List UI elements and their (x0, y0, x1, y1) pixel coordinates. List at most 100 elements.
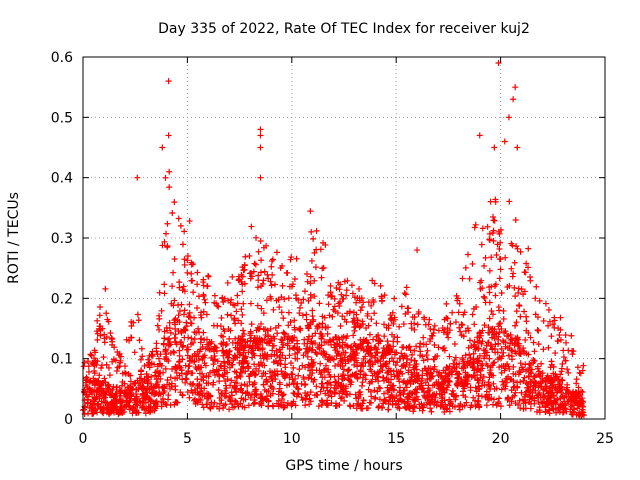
data-point (222, 401, 229, 408)
data-point (284, 269, 291, 276)
data-point (238, 385, 245, 392)
data-point (266, 368, 273, 375)
data-point (413, 361, 420, 368)
data-point (490, 401, 497, 408)
data-point (225, 297, 232, 304)
data-point (466, 275, 473, 282)
data-point (562, 390, 569, 397)
data-point (300, 374, 307, 381)
data-point (563, 339, 570, 346)
data-point (385, 325, 392, 332)
data-point (327, 338, 334, 345)
data-point (296, 366, 303, 373)
data-point (246, 378, 253, 385)
data-point (234, 300, 241, 307)
data-point (179, 392, 186, 399)
data-point (536, 389, 543, 396)
data-point (364, 312, 371, 319)
data-point (239, 311, 246, 318)
data-point (252, 386, 259, 393)
data-point (352, 371, 359, 378)
data-point (96, 393, 103, 400)
data-point (501, 138, 508, 145)
data-point (375, 404, 382, 411)
data-point (373, 371, 380, 378)
data-point (276, 353, 283, 360)
data-point (297, 325, 304, 332)
data-point (375, 332, 382, 339)
data-point (526, 394, 533, 401)
data-point (525, 351, 532, 358)
data-point (464, 251, 471, 258)
data-point (356, 389, 363, 396)
data-point (495, 304, 502, 311)
data-point (145, 356, 152, 363)
data-point (488, 395, 495, 402)
data-point (309, 340, 316, 347)
data-point (237, 400, 244, 407)
data-point (184, 252, 191, 259)
data-point (124, 392, 131, 399)
data-point (491, 359, 498, 366)
data-point (271, 281, 278, 288)
data-point (344, 277, 351, 284)
data-point (537, 394, 544, 401)
data-point (580, 362, 587, 369)
data-point (576, 393, 583, 400)
data-point (305, 325, 312, 332)
data-point (127, 378, 134, 385)
data-point (394, 359, 401, 366)
data-point (151, 389, 158, 396)
data-point (536, 404, 543, 411)
data-point (224, 354, 231, 361)
data-point (514, 343, 521, 350)
data-point (491, 386, 498, 393)
data-point (263, 297, 270, 304)
data-point (396, 384, 403, 391)
data-point (481, 381, 488, 388)
data-point (257, 345, 264, 352)
data-point (306, 371, 313, 378)
data-point (263, 376, 270, 383)
data-point (186, 301, 193, 308)
data-point (208, 399, 215, 406)
data-point (278, 309, 285, 316)
data-point (156, 315, 163, 322)
data-point (458, 379, 465, 386)
data-point (246, 373, 253, 380)
data-point (109, 358, 116, 365)
data-point (176, 347, 183, 354)
data-point (255, 272, 262, 279)
data-point (381, 321, 388, 328)
data-point (268, 282, 275, 289)
data-point (492, 281, 499, 288)
data-point (191, 336, 198, 343)
data-point (179, 344, 186, 350)
data-point (498, 355, 505, 362)
data-point (278, 402, 285, 409)
data-point (308, 228, 315, 235)
data-point (288, 400, 295, 407)
data-point (503, 333, 510, 340)
data-point (298, 299, 305, 306)
data-point (119, 378, 126, 385)
data-point (540, 392, 547, 399)
data-point (229, 273, 236, 280)
data-point (474, 355, 481, 362)
data-point (183, 376, 190, 383)
data-point (476, 385, 483, 392)
data-point (230, 301, 237, 308)
data-point (210, 367, 217, 374)
data-point (176, 279, 183, 286)
data-point (455, 309, 462, 316)
data-point (91, 347, 98, 354)
data-point (257, 132, 264, 139)
data-point (98, 364, 105, 371)
data-point (401, 387, 408, 394)
data-point (88, 352, 95, 359)
data-point (276, 381, 283, 388)
data-point (331, 390, 338, 397)
data-point (417, 352, 424, 359)
data-point (311, 249, 318, 256)
data-point (508, 347, 515, 354)
